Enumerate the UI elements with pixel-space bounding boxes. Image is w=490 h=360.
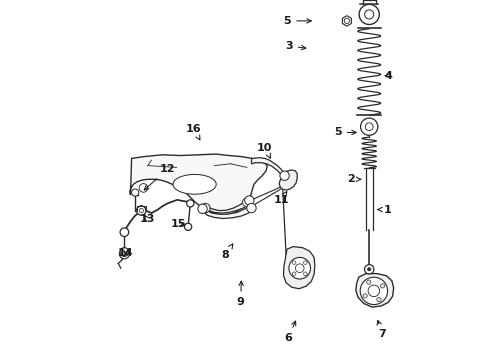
Circle shape (361, 118, 378, 135)
Circle shape (132, 189, 139, 196)
Text: 1: 1 (378, 204, 392, 215)
Circle shape (120, 249, 129, 259)
Text: 4: 4 (384, 71, 392, 81)
Text: 3: 3 (285, 41, 306, 51)
Text: 15: 15 (171, 219, 186, 229)
Text: 6: 6 (284, 321, 296, 343)
Text: 11: 11 (273, 192, 289, 205)
Circle shape (365, 265, 374, 274)
Text: 2: 2 (347, 174, 361, 184)
Ellipse shape (173, 174, 216, 194)
Circle shape (139, 208, 144, 213)
Text: 10: 10 (257, 143, 272, 158)
Circle shape (137, 206, 146, 215)
Circle shape (359, 4, 379, 24)
Circle shape (280, 171, 289, 180)
Text: 7: 7 (377, 320, 387, 339)
Circle shape (367, 280, 371, 284)
Circle shape (245, 196, 254, 205)
Polygon shape (284, 247, 315, 289)
Polygon shape (204, 199, 250, 213)
Circle shape (185, 223, 192, 230)
Text: 13: 13 (139, 214, 155, 224)
Text: 14: 14 (118, 248, 133, 258)
Circle shape (198, 204, 207, 213)
Circle shape (360, 277, 388, 305)
Circle shape (201, 203, 210, 213)
Circle shape (243, 198, 251, 207)
Circle shape (363, 294, 368, 298)
Circle shape (366, 123, 373, 131)
Text: 12: 12 (144, 164, 175, 190)
Circle shape (295, 264, 304, 273)
Circle shape (139, 184, 148, 192)
Circle shape (303, 272, 307, 276)
Circle shape (380, 284, 385, 288)
Circle shape (289, 257, 311, 279)
Circle shape (368, 267, 371, 271)
Circle shape (303, 261, 307, 264)
Polygon shape (343, 16, 351, 26)
Circle shape (120, 228, 129, 237)
Polygon shape (201, 205, 252, 219)
Circle shape (120, 248, 129, 256)
Circle shape (187, 200, 194, 207)
Polygon shape (356, 274, 393, 307)
Circle shape (368, 285, 380, 297)
Text: 16: 16 (186, 124, 202, 140)
Circle shape (122, 252, 126, 256)
Text: 8: 8 (221, 244, 233, 260)
Circle shape (293, 272, 296, 276)
Circle shape (293, 261, 296, 264)
Polygon shape (279, 170, 297, 190)
Circle shape (377, 297, 381, 302)
Polygon shape (251, 158, 285, 178)
Polygon shape (130, 154, 268, 215)
Circle shape (247, 203, 256, 213)
Circle shape (365, 10, 374, 19)
Text: 9: 9 (237, 281, 245, 307)
Text: 5: 5 (284, 16, 311, 26)
Text: 5: 5 (334, 127, 356, 138)
